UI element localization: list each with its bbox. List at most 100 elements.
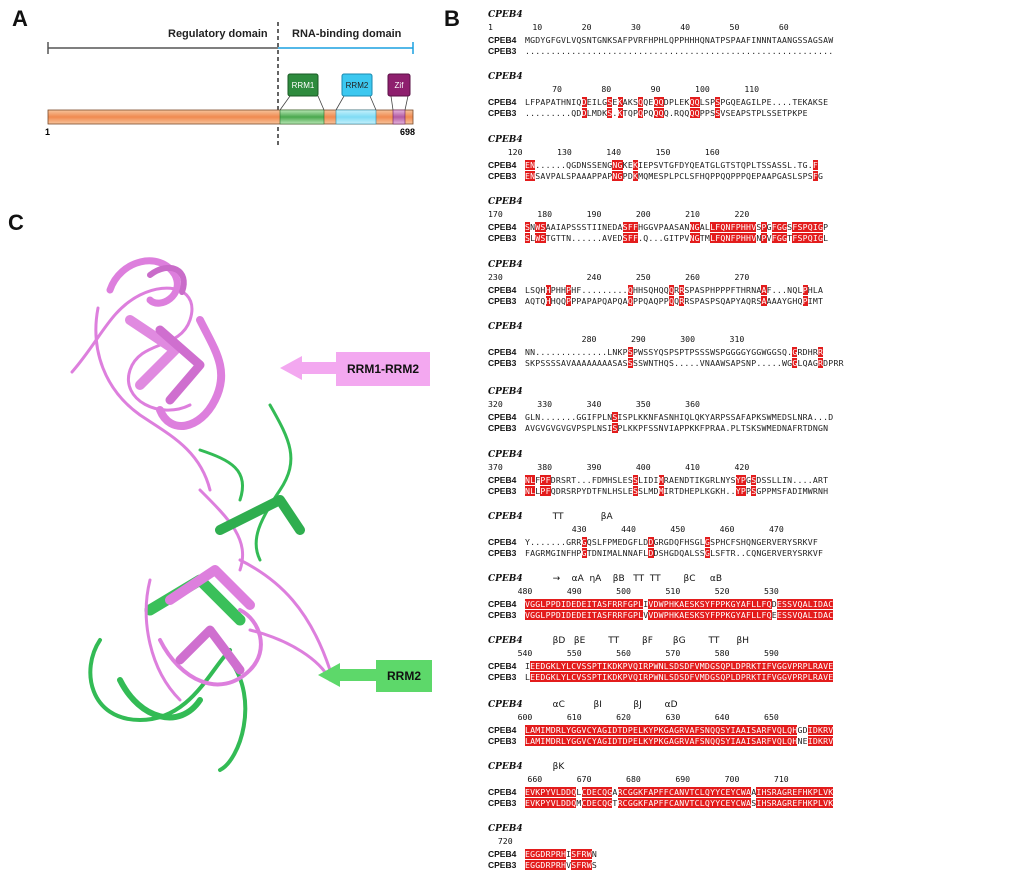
sequence-name: CPEB4	[488, 96, 517, 107]
alignment-header: CPEB4	[488, 322, 523, 332]
alignment-row: CPEB4 EGGDRPRHISFRWN	[488, 848, 1020, 859]
alignment-ruler: 720	[488, 836, 513, 846]
zif-region	[392, 109, 406, 125]
sequence-text: LSQHHPHHPHF.........QHHSQHQQQRRSPASPHPPP…	[525, 284, 824, 295]
sequence-text: SLWSTGTTN......AVEDSFF.Q...GITPVNGTMLFQN…	[525, 232, 829, 243]
panel-b-alignment: B CPEB4 1 10 20 30 40 50 60 CPEB4 MGDYGFGVL…	[444, 0, 1020, 874]
alignment-block: CPEB4 720 CPEB4 EGGDRPRHISFRWN CPEB3 EGGDRPR…	[488, 824, 1020, 870]
alignment-ruler: 1 10 20 30 40 50 60	[488, 22, 789, 32]
alignment-header: CPEB4	[488, 260, 523, 270]
alignment-row: CPEB3 ENSAVPALSPAAAPPAPNGPDKMQMESPLPCLSFH…	[488, 170, 1020, 181]
sequence-text: NN..............LNKPSPWSSYQSPSPTPSSSWSPG…	[525, 346, 824, 357]
sequence-name: CPEB3	[488, 797, 517, 808]
start-position-label: 1	[45, 127, 51, 137]
alignment-row: CPEB3 EGGDRPRHVSFRWS	[488, 859, 1020, 870]
alignment-block: CPEB4 TT βA 430 440 450 460 470 CPEB4 Y....…	[488, 512, 1020, 558]
rrm1-label: RRM1	[291, 81, 315, 90]
secondary-structure: → αA ηA βB TT TT βC αB	[552, 574, 722, 584]
alignment-ruler: 430 440 450 460 470	[488, 524, 784, 534]
alignment-ruler: 600 610 620 630 640 650	[488, 712, 779, 722]
rrm2-label: RRM2	[345, 81, 369, 90]
alignment-header: CPEB4 βD βE TT βF βG TT βH	[488, 636, 750, 646]
alignment-row: CPEB3 LEEDGKLYLCVSSPTIKDKPVQIRPWNLSDSDFVM…	[488, 671, 1020, 682]
alignment-row: CPEB4 Y.......GRRGQSLFPMEDGFLDDGRGDQFHSGL…	[488, 536, 1020, 547]
alignment-row: CPEB4 NN..............LNKPSPWSSYQSPSPTPSS…	[488, 346, 1020, 357]
rna-binding-domain-label: RNA-binding domain	[292, 28, 402, 40]
sequence-name: CPEB4	[488, 536, 517, 547]
alignment-ruler: 70 80 90 100 110	[488, 84, 760, 94]
alignment-header: CPEB4	[488, 72, 523, 82]
alignment-ruler: 120 130 140 150 160	[488, 147, 720, 157]
sequence-text: EGGDRPRHVSFRWS	[525, 859, 597, 870]
end-position-label: 698	[400, 127, 416, 137]
sequence-name: CPEB4	[488, 724, 517, 735]
sequence-name: CPEB3	[488, 547, 517, 558]
alignment-row: CPEB3 FAGRMGINFHPGTDNIMALNNAFLDDSHGDQALSS…	[488, 547, 1020, 558]
sequence-text: AVGVGVGVGVPSPLNSISPLKKPFSSNVIAPPKKFPRAA.…	[525, 422, 829, 433]
sequence-name: CPEB4	[488, 284, 517, 295]
alignment-ruler: 280 290 300 310	[488, 334, 745, 344]
sequence-name: CPEB3	[488, 609, 517, 620]
callout-arrow-bottom	[318, 663, 376, 687]
alignment-header: CPEB4	[488, 197, 523, 207]
sequence-name: CPEB4	[488, 660, 517, 671]
alignment-header: CPEB4 TT βA	[488, 512, 613, 522]
sequence-name: CPEB3	[488, 859, 517, 870]
sequence-text: LEEDGKLYLCVSSPTIKDKPVQIRPWNLSDSDFVMDGSQP…	[525, 671, 834, 682]
alignment-ruler: 170 180 190 200 210 220	[488, 209, 750, 219]
alignment-block: CPEB4 170 180 190 200 210 220 CPEB4 SNWSAAI…	[488, 197, 1020, 243]
alignment-row: CPEB4 LSQHHPHHPHF.........QHHSQHQQQRRSPAS…	[488, 284, 1020, 295]
sequence-name: CPEB4	[488, 221, 517, 232]
sequence-name: CPEB4	[488, 848, 517, 859]
sequence-text: EGGDRPRHISFRWN	[525, 848, 597, 859]
rrm2-callout-label: RRM2	[386, 669, 421, 683]
alignment-header: CPEB4	[488, 387, 523, 397]
sequence-text: VGGLPPDIDEDEITASFRRFGPLVVDWPHKAESKSYFPPK…	[525, 609, 834, 620]
alignment-ruler: 230 240 250 260 270	[488, 272, 750, 282]
alignment-header: CPEB4	[488, 10, 523, 20]
ribbon-structure-graphic	[70, 257, 432, 772]
sequence-text: EVKPYVLDDQLCDECQGARCGGKFAPFFCANVTCLQYYCE…	[525, 786, 834, 797]
alignment-row: CPEB3...................................…	[488, 45, 1020, 56]
sequence-name: CPEB4	[488, 159, 517, 170]
alignment-block: CPEB4 120 130 140 150 160 CPEB4 EN......QG…	[488, 135, 1020, 181]
alignment-row: CPEB4 SNWSAAIAPSSSTIINEDASFFHGGVPAASANNGA…	[488, 221, 1020, 232]
alignment-ruler: 320 330 340 350 360	[488, 399, 700, 409]
secondary-structure: βD βE TT βF βG TT βH	[552, 636, 750, 646]
rrm1-region	[279, 109, 325, 125]
alignment-block: CPEB4 αC βI βJ αD 600 610 620 630 640 650…	[488, 700, 1020, 746]
alignment-block: CPEB4 βK 660 670 680 690 700 710 CPEB4 EVKP…	[488, 762, 1020, 808]
sequence-name: CPEB4	[488, 474, 517, 485]
alignment-header: CPEB4	[488, 824, 523, 834]
alignment-ruler: 540 550 560 570 580 590	[488, 648, 779, 658]
alignment-block: CPEB4 320 330 340 350 360 CPEB4 GLN.......G…	[488, 387, 1020, 433]
rrm1-rrm2-callout-label: RRM1-RRM2	[347, 362, 419, 376]
sequence-name: CPEB4	[488, 786, 517, 797]
alignment-row: CPEB3 SLWSTGTTN......AVEDSFF.Q...GITPVNGT…	[488, 232, 1020, 243]
sequence-name: CPEB4	[488, 411, 517, 422]
sequence-name: CPEB3	[488, 671, 517, 682]
rrm2-region	[335, 109, 377, 125]
sequence-text: LAMIMDRLYGGVCYAGIDTDPELKYPKGAGRVAFSNQQSY…	[525, 735, 834, 746]
sequence-name: CPEB3	[488, 295, 517, 306]
alignment-row: CPEB4 NLFPFDRSRT...FDMHSLESSLIDIMRAENDTIK…	[488, 474, 1020, 485]
alignment-block: CPEB4 280 290 300 310 CPEB4 NN............…	[488, 322, 1020, 368]
alignment-row: CPEB3 SKPSSSSAVAAAAAAAASASSSSWNTHQS.....V…	[488, 357, 1020, 368]
sequence-name: CPEB3	[488, 357, 517, 368]
sequence-name: CPEB4	[488, 346, 517, 357]
secondary-structure: TT βA	[552, 512, 613, 522]
panel-a-domain-map: A Regulatory domain RNA-binding domain R…	[0, 0, 440, 190]
sequence-name: CPEB4	[488, 34, 517, 45]
panel-c-structure: C	[0, 200, 470, 874]
panel-label-c: C	[8, 210, 24, 235]
alignment-row: CPEB4 GLN.......GGIFPLNSISPLKKNFASNHIQLQK…	[488, 411, 1020, 422]
alignment-row: CPEB3 AQTQHHQQPPPAPAPQAPQAQPPQAQPPQQRRSPA…	[488, 295, 1020, 306]
alignment-row: CPEB4 IEEDGKLYLCVSSPTIKDKPVQIRPWNLSDSDFVM…	[488, 660, 1020, 671]
zif-box	[387, 73, 411, 97]
alignment-row: CPEB4 EVKPYVLDDQLCDECQGARCGGKFAPFFCANVTCL…	[488, 786, 1020, 797]
sequence-text: VGGLPPDIDEDEITASFRRFGPLIVDWPHKAESKSYFPPK…	[525, 598, 834, 609]
sequence-text: ENSAVPALSPAAAPPAPNGPDKMQMESPLPCLSFHQPPQQ…	[525, 170, 824, 181]
sequence-text: IEEDGKLYLCVSSPTIKDKPVQIRPWNLSDSDFVMDGSQP…	[525, 660, 834, 671]
sequence-name: CPEB4	[488, 598, 517, 609]
sequence-name: CPEB3	[488, 232, 517, 243]
